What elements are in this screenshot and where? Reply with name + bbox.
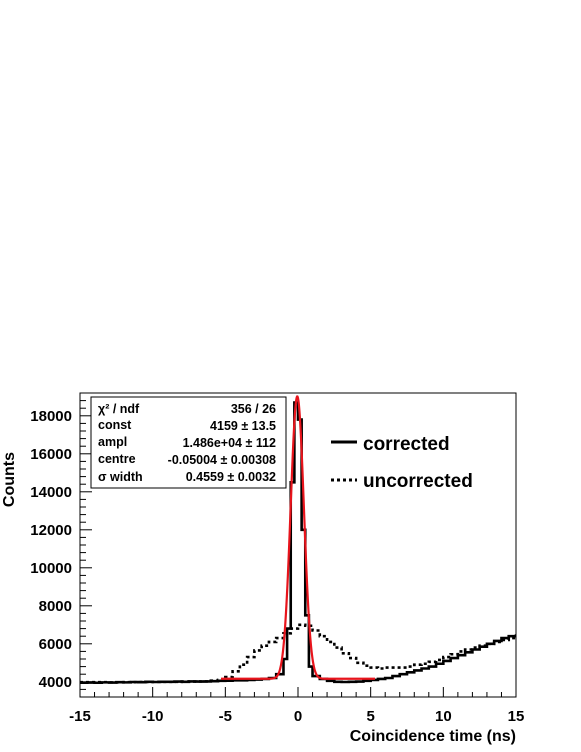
y-tick-label: 18000	[30, 408, 72, 425]
stats-row-value: 4159 ± 13.5	[210, 419, 276, 433]
x-tick-label: -5	[219, 708, 232, 725]
stats-row-name: χ² / ndf	[98, 402, 140, 416]
stats-box-frame	[90, 396, 287, 489]
stats-row-value: -0.05004 ± 0.00308	[168, 453, 276, 467]
y-tick-label: 14000	[30, 484, 72, 501]
stats-box: χ² / ndf 356 / 26 const 4159 ± 13.5 ampl…	[90, 396, 287, 489]
x-tick-label: -10	[142, 708, 164, 725]
y-tick-label: 8000	[39, 598, 72, 615]
y-axis-title: Counts	[1, 452, 18, 507]
y-tick-label: 12000	[30, 522, 72, 539]
ticks-layer: -15 -10 -5 0 5 10 15 4000 6000 8000 10000 12000 1400…	[30, 392, 525, 725]
stats-row-name: centre	[98, 452, 136, 466]
x-tick-label: 10	[435, 708, 452, 725]
y-tick-label: 10000	[30, 560, 72, 577]
series-fit-curve	[220, 395, 376, 680]
x-tick-label: 0	[294, 708, 302, 725]
legend: corrected uncorrected	[331, 434, 473, 492]
stats-row-name: const	[98, 418, 132, 432]
legend-label: uncorrected	[363, 471, 473, 492]
y-tick-label: 6000	[39, 636, 72, 653]
stats-row-value: 1.486e+04 ± 112	[183, 436, 276, 450]
y-tick-label: 16000	[30, 446, 72, 463]
x-tick-label: 5	[366, 708, 374, 725]
series-uncorrected-line	[80, 623, 516, 684]
y-tick-label: 4000	[39, 674, 72, 691]
legend-label: corrected	[363, 434, 450, 455]
stats-row-name: σ width	[98, 470, 143, 484]
x-axis-title: Coincidence time (ns)	[350, 728, 516, 745]
stats-row-name: ampl	[98, 435, 127, 449]
stats-row-value: 356 / 26	[231, 402, 276, 416]
x-tick-label: -15	[69, 708, 91, 725]
series-layer	[80, 395, 516, 685]
stats-row-value: 0.4559 ± 0.0032	[186, 470, 276, 484]
x-tick-label: 15	[508, 708, 525, 725]
